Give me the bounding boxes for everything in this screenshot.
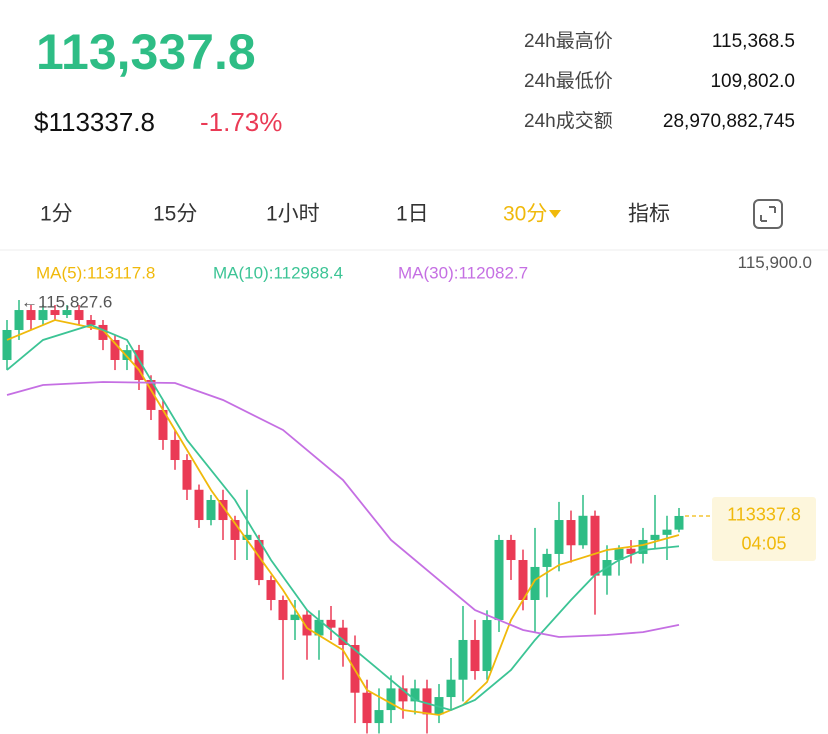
candle-body	[590, 515, 600, 576]
candle-body	[638, 539, 648, 554]
candle-body	[506, 539, 516, 561]
stat-label: 24h成交额	[524, 110, 613, 132]
usd-price: $113337.8	[34, 107, 155, 137]
y-tick-label: 115,900.0	[738, 253, 812, 272]
candle-body	[662, 529, 672, 535]
legend-entry: MA(5):113117.8	[36, 263, 155, 282]
tab[interactable]: 1小时	[266, 203, 320, 226]
candle-body	[26, 310, 36, 321]
ma-line	[6, 381, 680, 638]
candle-body	[14, 310, 24, 330]
candle-body	[182, 460, 192, 490]
tab[interactable]: 1日	[396, 203, 429, 226]
candle-body	[290, 614, 300, 621]
candle-body	[170, 439, 180, 461]
candle-body	[398, 688, 408, 702]
candle-body	[86, 320, 96, 325]
candle-body	[410, 688, 420, 702]
kline-chart: 115,900.0 MA(5):113117.8 MA(10):112988.4 MA…	[2, 253, 816, 734]
candle-body	[278, 599, 288, 621]
candle-body	[338, 627, 348, 646]
candle-body	[542, 553, 552, 567]
stat-value: 109,802.0	[710, 71, 795, 92]
ma-line	[6, 324, 680, 712]
candle-body	[482, 620, 492, 672]
change: -1.73%	[200, 107, 282, 137]
candle-body	[254, 539, 264, 581]
candle-body	[2, 329, 12, 360]
candle-body	[206, 499, 216, 521]
candle-body	[110, 339, 120, 360]
candle-body	[554, 520, 564, 554]
candle-body	[626, 548, 636, 554]
candle-body	[614, 548, 624, 561]
ma-line	[6, 319, 680, 716]
candle-body	[158, 409, 168, 440]
tab[interactable]: 30分	[503, 203, 547, 226]
stat-label: 24h最低价	[524, 70, 613, 92]
candle-body	[98, 324, 108, 340]
stat-value: 115,368.5	[712, 31, 795, 52]
tab[interactable]: 15分	[153, 203, 197, 226]
candle-body	[326, 619, 336, 628]
candle-body	[50, 310, 60, 315]
tab[interactable]: 1分	[40, 203, 73, 226]
candle-body	[74, 310, 84, 321]
countdown: 04:05	[741, 534, 786, 554]
candle-body	[470, 639, 480, 672]
candle-body	[434, 697, 444, 715]
candle-body	[578, 515, 588, 546]
candle-body	[194, 489, 204, 521]
legend-entry: MA(30):112082.7	[398, 263, 528, 282]
candle-body	[38, 310, 48, 321]
candle-body	[230, 520, 240, 540]
candle-body	[674, 515, 684, 530]
candle-body	[494, 539, 504, 621]
candle-body	[374, 710, 384, 724]
candle-body	[362, 692, 372, 724]
candle-body	[242, 534, 252, 540]
candle-body	[314, 619, 324, 636]
dropdown-arrow[interactable]	[549, 210, 561, 218]
candle-body	[302, 614, 312, 636]
candle-body	[266, 580, 276, 600]
candle-body	[122, 350, 132, 360]
candle-body	[386, 688, 396, 711]
stat-value: 28,970,882,745	[663, 111, 795, 132]
candle-body	[518, 560, 528, 600]
candle-body	[62, 310, 72, 315]
legend-entry: MA(10):112988.4	[213, 263, 343, 282]
candle-body	[446, 679, 456, 698]
price: 113,337.8	[36, 24, 256, 80]
price-tag	[712, 496, 816, 561]
candle-body	[566, 520, 576, 546]
fullscreen-button[interactable]	[753, 199, 783, 229]
candle-body	[530, 566, 540, 600]
last-price-label: 113337.8	[727, 505, 801, 525]
stat-label: 24h最高价	[524, 30, 613, 52]
candle-body	[650, 534, 660, 540]
candle-body	[422, 688, 432, 715]
candle-body	[146, 380, 156, 410]
candle-body	[134, 350, 144, 381]
candle-body	[458, 639, 468, 680]
tab[interactable]: 指标	[628, 203, 670, 226]
candle-body	[218, 499, 228, 521]
high-label: ←115,827.6	[21, 292, 112, 311]
